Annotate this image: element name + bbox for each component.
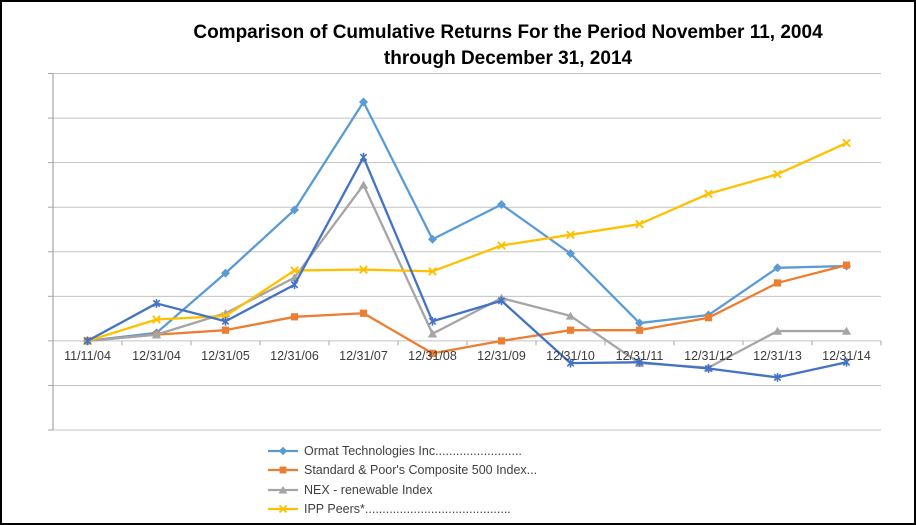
series-line	[86, 156, 848, 379]
x-tick-label: 12/31/06	[270, 349, 319, 363]
square-marker	[566, 326, 575, 334]
triangle-marker	[358, 180, 369, 189]
series-line	[86, 263, 848, 355]
legend-item-2: Standard & Poor's Composite 500 Index...	[268, 461, 537, 481]
asterisk-marker	[497, 296, 506, 306]
x-tick-label: 12/31/05	[201, 349, 250, 363]
asterisk-marker	[842, 357, 851, 367]
y-gridlines	[53, 73, 881, 431]
x-marker	[566, 230, 575, 240]
series-5-unlabeled	[83, 152, 851, 382]
x-marker	[704, 189, 713, 199]
square-marker	[359, 309, 368, 317]
legend-marker	[268, 505, 298, 514]
x-tick-label: 12/31/09	[477, 349, 526, 363]
asterisk-marker	[773, 373, 782, 382]
square-marker	[497, 337, 506, 345]
legend-label: NEX - renewable Index	[304, 482, 433, 497]
legend-marker	[268, 446, 298, 456]
x-tick-label: 12/31/14	[822, 349, 871, 363]
x-axis-labels: 11/11/04 12/31/04 12/31/05 12/31/06 12/31/07…	[64, 349, 871, 363]
x-marker	[359, 265, 368, 274]
legend-label: Standard & Poor's Composite 500 Index...	[304, 463, 538, 478]
asterisk-marker	[290, 280, 299, 290]
legend-marker	[268, 485, 298, 494]
x-tick-label: 11/11/04	[64, 349, 111, 363]
series-line	[86, 141, 848, 343]
square-marker	[290, 313, 299, 321]
x-marker	[773, 169, 782, 179]
diamond-marker	[497, 200, 506, 210]
x-marker	[635, 219, 644, 229]
square-marker	[773, 279, 782, 287]
asterisk-marker	[704, 364, 713, 373]
square-marker	[704, 314, 713, 322]
square-marker	[279, 466, 287, 474]
diamond-marker	[290, 205, 299, 215]
legend-item-4: IPP Peers*..............................…	[268, 500, 537, 520]
chart-legend: Ormat Technologies Inc..................…	[268, 441, 537, 519]
square-marker	[221, 326, 230, 334]
asterisk-marker	[428, 316, 437, 326]
square-marker	[428, 349, 437, 357]
diamond-marker	[773, 263, 782, 273]
chart-title-line-1: Comparison of Cumulative Returns For the…	[193, 22, 823, 43]
x-tick-label: 12/31/10	[546, 349, 595, 363]
chart-title-line-2: through December 31, 2014	[383, 48, 633, 69]
triangle-marker	[565, 311, 576, 320]
legend-label: IPP Peers*..............................…	[304, 502, 511, 517]
x-marker	[290, 266, 299, 275]
x-marker	[278, 505, 288, 514]
diamond-marker	[221, 268, 230, 278]
triangle-marker	[278, 485, 288, 494]
asterisk-marker	[221, 316, 230, 326]
diamond-marker	[428, 234, 437, 244]
x-tick-label: 12/31/11	[616, 349, 664, 363]
legend-item-1: Ormat Technologies Inc..................…	[268, 441, 537, 461]
x-marker	[842, 138, 851, 148]
asterisk-marker	[359, 152, 368, 162]
x-marker	[428, 266, 437, 276]
asterisk-marker	[635, 357, 644, 367]
triangle-marker	[841, 326, 852, 335]
asterisk-marker	[566, 358, 575, 368]
diamond-marker	[359, 97, 368, 107]
legend-item-3: NEX - renewable Index	[268, 480, 537, 500]
series-line	[86, 183, 848, 369]
series-line	[86, 100, 848, 343]
asterisk-marker	[152, 299, 161, 308]
diamond-marker	[635, 318, 644, 328]
x-tick-label: 12/31/08	[408, 349, 457, 363]
series-ormat-technologies-inc	[83, 97, 851, 346]
square-marker	[842, 261, 851, 269]
x-tick-label: 12/31/04	[132, 349, 181, 363]
square-marker	[635, 326, 644, 334]
x-marker	[152, 315, 161, 324]
x-tick-label: 12/31/07	[339, 349, 388, 363]
legend-label: Ormat Technologies Inc..................…	[304, 443, 522, 458]
asterisk-marker	[83, 336, 92, 346]
triangle-marker	[427, 329, 438, 338]
triangle-marker	[772, 326, 783, 335]
diamond-marker	[566, 249, 575, 259]
legend-marker	[268, 466, 298, 474]
triangle-marker	[151, 330, 162, 339]
diamond-marker	[278, 446, 288, 456]
x-marker	[497, 241, 506, 250]
x-tick-label: 12/31/12	[684, 349, 733, 363]
x-tick-label: 12/31/13	[753, 349, 802, 363]
